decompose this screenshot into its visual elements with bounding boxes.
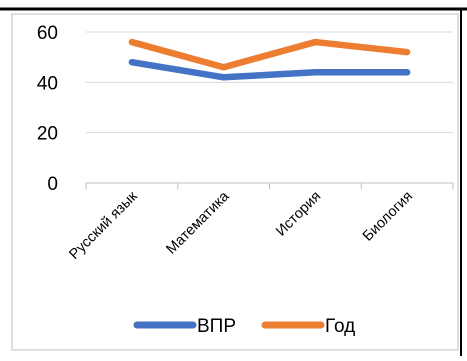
- legend-label-2: Год: [325, 316, 355, 337]
- x-category-label: Математика: [163, 188, 233, 258]
- x-category-label: Биология: [360, 189, 416, 245]
- y-tick-label: 60: [37, 23, 58, 44]
- series-line-1: [132, 62, 407, 77]
- series-line-2: [132, 42, 407, 67]
- y-tick-label: 40: [37, 73, 58, 94]
- y-tick-label: 20: [37, 124, 58, 145]
- x-category-label: История: [273, 189, 324, 240]
- y-tick-label: 0: [47, 174, 58, 195]
- legend-label-1: ВПР: [197, 316, 236, 337]
- x-category-label: Русский язык: [66, 188, 141, 263]
